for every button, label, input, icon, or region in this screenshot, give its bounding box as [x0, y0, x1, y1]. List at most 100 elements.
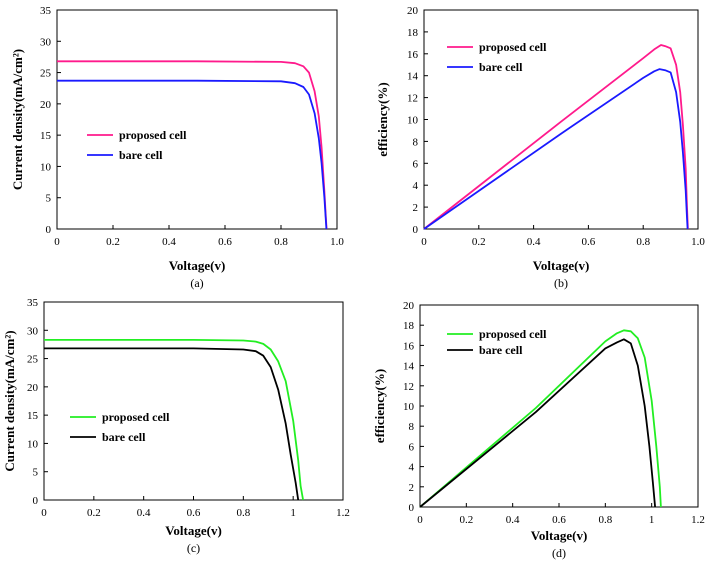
y-tick-label: 0	[409, 502, 415, 514]
x-tick-label: 0.4	[527, 236, 541, 248]
y-axis-label: efficiency(%)	[375, 82, 390, 156]
legend-label: proposed cell	[479, 40, 547, 54]
y-tick-label: 5	[33, 467, 39, 479]
y-tick-label: 18	[403, 320, 415, 332]
y-tick-label: 12	[407, 93, 418, 105]
y-axis-label: Current density(mA/cm²)	[10, 49, 25, 190]
x-tick-label: 1.0	[691, 236, 705, 248]
legend-label: proposed cell	[119, 128, 187, 142]
y-tick-label: 18	[407, 27, 419, 39]
legend-label: bare cell	[479, 60, 523, 74]
x-tick-label: 0.4	[162, 236, 176, 248]
y-tick-label: 5	[46, 193, 52, 205]
y-tick-label: 10	[27, 438, 39, 450]
series-line-bare-cell	[44, 347, 300, 501]
legend-label: bare cell	[479, 343, 523, 357]
x-tick-label: 1	[290, 507, 296, 519]
series-line-proposed-cell	[44, 338, 304, 501]
panel-caption: (c)	[187, 541, 200, 555]
series-line-proposed-cell	[419, 329, 662, 508]
panel-a: 0 0.2 0.4 0.6 0.8 1.0 0 5 10 15 20 25 30 35 Voltage(v)…	[10, 5, 344, 290]
x-tick-label: 0.6	[582, 236, 596, 248]
y-tick-label: 15	[40, 130, 52, 142]
panel-caption: (a)	[190, 276, 203, 290]
panel-b: 0 0.2 0.4 0.6 0.8 1.0 0 2 4 6 8 10 12 14 16 18 20 Voltage…	[375, 5, 705, 290]
legend-label: bare cell	[119, 148, 163, 162]
y-tick-label: 25	[40, 68, 52, 80]
x-tick-label: 0.6	[552, 514, 566, 526]
x-tick-label: 0.8	[598, 514, 612, 526]
y-tick-label: 0	[33, 495, 39, 507]
x-tick-label: 0.4	[506, 514, 520, 526]
x-tick-label: 0.6	[187, 507, 201, 519]
x-axis-label: Voltage(v)	[169, 258, 226, 273]
x-tick-label: 0	[54, 236, 60, 248]
y-tick-label: 35	[27, 297, 39, 309]
y-tick-label: 2	[413, 202, 419, 214]
y-tick-label: 2	[409, 482, 415, 494]
panel-caption: (d)	[552, 546, 566, 560]
series-line-bare-cell	[57, 79, 328, 230]
plot-frame	[43, 301, 344, 501]
y-tick-label: 12	[403, 381, 414, 393]
plot-frame	[419, 304, 699, 508]
y-tick-label: 20	[403, 300, 415, 312]
x-tick-label: 0.2	[472, 236, 486, 248]
panel-caption: (b)	[554, 276, 568, 290]
y-tick-label: 10	[403, 401, 415, 413]
y-tick-label: 20	[407, 5, 419, 17]
y-tick-label: 0	[46, 224, 52, 236]
y-tick-label: 10	[407, 115, 419, 127]
x-axis-label: Voltage(v)	[165, 523, 222, 538]
y-tick-label: 10	[40, 161, 52, 173]
x-tick-label: 0	[41, 507, 47, 519]
x-tick-label: 0.2	[106, 236, 120, 248]
y-axis-label: Current density(mA/cm²)	[2, 330, 17, 471]
x-tick-label: 1.0	[330, 236, 344, 248]
x-tick-label: 0.8	[274, 236, 288, 248]
x-tick-label: 0.2	[87, 507, 101, 519]
y-tick-label: 20	[40, 99, 52, 111]
y-tick-label: 6	[413, 158, 419, 170]
y-tick-label: 30	[40, 36, 52, 48]
y-tick-label: 14	[407, 71, 419, 83]
x-tick-label: 0.2	[459, 514, 473, 526]
y-tick-label: 16	[403, 340, 415, 352]
legend-label: proposed cell	[479, 327, 547, 341]
panel-c: 0 0.2 0.4 0.6 0.8 1 1.2 0 5 10 15 20 25 30 35 Voltage(v…	[2, 297, 350, 555]
x-tick-label: 1	[649, 514, 655, 526]
y-tick-label: 8	[409, 421, 415, 433]
y-tick-label: 35	[40, 5, 52, 17]
x-tick-label: 0	[421, 236, 427, 248]
series-line-bare-cell	[419, 338, 656, 508]
x-tick-label: 0.4	[137, 507, 151, 519]
plot-frame	[56, 9, 338, 230]
x-axis-label: Voltage(v)	[533, 258, 590, 273]
x-tick-label: 1.2	[691, 514, 705, 526]
x-tick-label: 0	[417, 514, 423, 526]
y-tick-label: 20	[27, 382, 39, 394]
x-axis-label: Voltage(v)	[531, 528, 588, 543]
y-tick-label: 25	[27, 354, 39, 366]
y-tick-label: 16	[407, 49, 419, 61]
y-tick-label: 4	[413, 180, 419, 192]
y-tick-label: 0	[413, 224, 419, 236]
x-tick-label: 0.8	[236, 507, 250, 519]
panel-d: 0 0.2 0.4 0.6 0.8 1 1.2 0 2 4 6 8 10 12 14 16 18 20 Voltag…	[372, 300, 705, 560]
y-axis-label: efficiency(%)	[372, 369, 387, 443]
series-line-bare-cell	[423, 68, 689, 230]
y-tick-label: 8	[413, 136, 419, 148]
x-tick-label: 1.2	[336, 507, 350, 519]
series-line-proposed-cell	[423, 44, 689, 230]
series-line-proposed-cell	[57, 60, 328, 230]
y-tick-label: 14	[403, 361, 415, 373]
legend-label: proposed cell	[102, 410, 170, 424]
y-tick-label: 4	[409, 462, 415, 474]
y-tick-label: 15	[27, 410, 39, 422]
x-tick-label: 0.8	[636, 236, 650, 248]
legend-label: bare cell	[102, 430, 146, 444]
y-tick-label: 6	[409, 441, 415, 453]
x-tick-label: 0.6	[218, 236, 232, 248]
y-tick-label: 30	[27, 325, 39, 337]
